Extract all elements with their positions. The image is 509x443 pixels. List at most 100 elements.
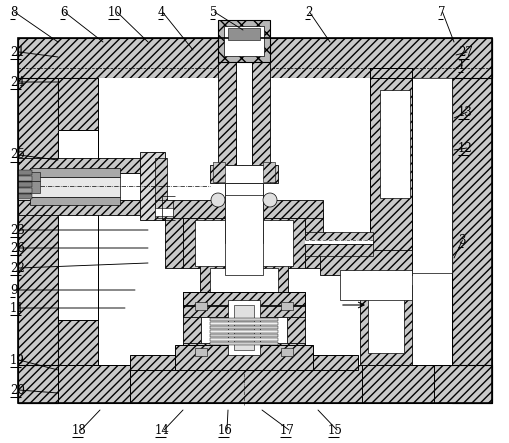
Bar [210,322,277,325]
Bar [30,177,120,197]
Bar [228,300,260,355]
Text: 6: 6 [60,5,67,19]
Bar [18,365,491,403]
Bar [200,265,288,295]
Text: 20: 20 [10,384,25,396]
Bar [194,348,207,356]
Bar [183,292,304,306]
Text: 26: 26 [10,241,25,254]
Bar [369,68,411,275]
Bar [217,165,269,183]
Bar [183,218,304,268]
Bar [18,181,40,193]
Bar [210,342,277,345]
Bar [18,38,491,78]
Bar [58,365,130,403]
Bar [224,195,263,275]
Bar [210,326,277,329]
Text: 8: 8 [10,5,17,19]
Bar [194,220,293,266]
Bar [155,200,173,218]
Bar [183,305,304,317]
Bar [30,197,120,205]
Bar [155,158,166,216]
Bar [319,250,411,275]
Bar [18,176,32,181]
Bar [369,68,411,275]
Text: 14: 14 [155,424,169,436]
Bar [58,365,130,403]
Text: 19: 19 [10,354,25,366]
Text: 24: 24 [10,75,25,89]
Bar [280,302,293,310]
Bar [18,182,32,187]
Bar [287,305,304,355]
Bar [340,270,411,300]
Bar [217,62,236,170]
Bar [379,90,409,198]
Bar [194,302,207,310]
Text: 15: 15 [327,424,342,436]
Text: 27: 27 [457,46,472,58]
Text: 4: 4 [158,5,165,19]
Bar [201,317,287,343]
Bar [140,152,165,220]
Text: 7: 7 [437,5,445,19]
Bar [18,194,32,199]
Bar [18,38,491,403]
Text: 13: 13 [457,105,472,118]
Bar [210,268,277,292]
Bar [18,200,163,215]
Text: 21: 21 [10,46,25,58]
Bar [304,213,322,268]
Bar [18,188,32,193]
Text: 17: 17 [279,424,294,436]
Bar [369,78,411,273]
Bar [234,305,253,350]
Bar [251,62,269,170]
Bar [304,240,372,244]
Bar [263,162,274,182]
Bar [228,28,260,40]
Bar [30,168,120,177]
Text: 18: 18 [72,424,87,436]
Text: 5: 5 [210,5,217,19]
Bar [165,213,183,268]
Bar [210,334,277,337]
Text: 9: 9 [10,284,17,296]
Bar [58,78,98,365]
Bar [280,348,293,356]
Bar [183,305,201,355]
Text: 22: 22 [10,261,25,275]
Bar [304,232,372,244]
Bar [18,172,40,181]
Text: 23: 23 [10,224,25,237]
Bar [210,165,277,183]
Bar [210,318,277,321]
Bar [58,130,98,320]
Bar [361,365,433,403]
Bar [367,295,403,353]
Text: 3: 3 [457,233,465,246]
Bar [165,200,224,218]
Bar [18,170,32,175]
Bar [175,345,313,370]
Bar [155,208,173,216]
Text: 25: 25 [10,148,25,162]
Bar [183,292,304,306]
Bar [213,162,224,182]
Text: 12: 12 [457,141,472,155]
Bar [223,26,264,56]
Circle shape [211,193,224,207]
Bar [58,78,451,365]
Bar [18,38,58,403]
Bar [18,158,163,173]
Text: 16: 16 [217,424,233,436]
Text: 1: 1 [457,58,465,71]
Bar [183,343,304,355]
Bar [210,330,277,333]
Bar [359,285,411,365]
Bar [224,183,263,243]
Bar [217,20,269,62]
Bar [210,338,277,341]
